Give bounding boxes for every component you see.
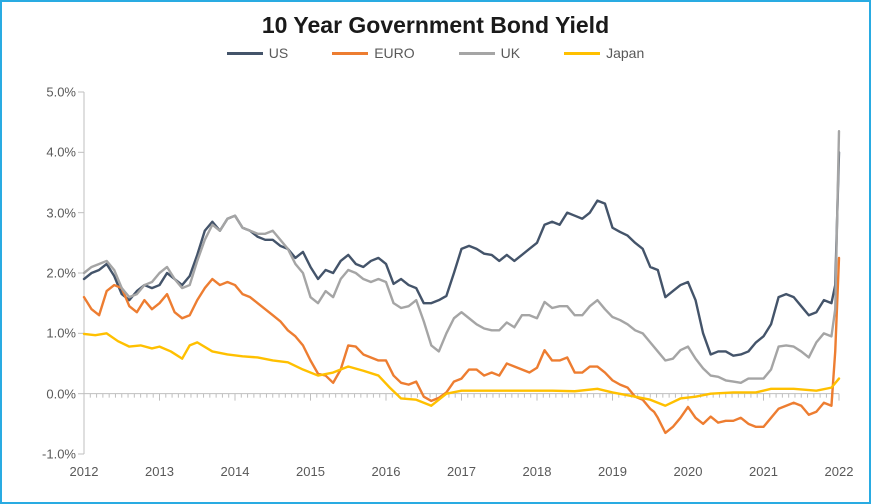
y-axis-label: 1.0% (28, 326, 76, 341)
x-axis-label: 2015 (296, 464, 325, 479)
legend-label: Japan (606, 45, 644, 61)
x-axis-label: 2013 (145, 464, 174, 479)
x-axis-label: 2018 (523, 464, 552, 479)
legend-item-uk: UK (459, 45, 520, 61)
series-euro (84, 258, 839, 433)
legend-label: US (269, 45, 288, 61)
y-axis-label: 0.0% (28, 386, 76, 401)
series-us (84, 152, 839, 355)
y-axis-label: -1.0% (28, 447, 76, 462)
y-axis-label: 5.0% (28, 85, 76, 100)
legend-swatch (227, 52, 263, 55)
legend-item-japan: Japan (564, 45, 644, 61)
legend-label: UK (501, 45, 520, 61)
x-axis-label: 2016 (372, 464, 401, 479)
plot-area: -1.0%0.0%1.0%2.0%3.0%4.0%5.0%20122013201… (84, 92, 839, 454)
y-axis-label: 4.0% (28, 145, 76, 160)
x-axis-label: 2012 (70, 464, 99, 479)
x-axis-label: 2014 (221, 464, 250, 479)
chart-frame: 10 Year Government Bond Yield US EURO UK Ja… (0, 0, 871, 504)
x-axis-label: 2022 (825, 464, 854, 479)
legend-label: EURO (374, 45, 414, 61)
legend-item-euro: EURO (332, 45, 414, 61)
x-axis-label: 2019 (598, 464, 627, 479)
chart-title: 10 Year Government Bond Yield (2, 12, 869, 39)
legend: US EURO UK Japan (2, 45, 869, 61)
legend-swatch (459, 52, 495, 55)
legend-swatch (332, 52, 368, 55)
x-axis-label: 2017 (447, 464, 476, 479)
x-axis-label: 2021 (749, 464, 778, 479)
x-axis-label: 2020 (674, 464, 703, 479)
legend-item-us: US (227, 45, 288, 61)
legend-swatch (564, 52, 600, 55)
y-axis-label: 3.0% (28, 205, 76, 220)
chart-svg (84, 92, 839, 454)
y-axis-label: 2.0% (28, 266, 76, 281)
